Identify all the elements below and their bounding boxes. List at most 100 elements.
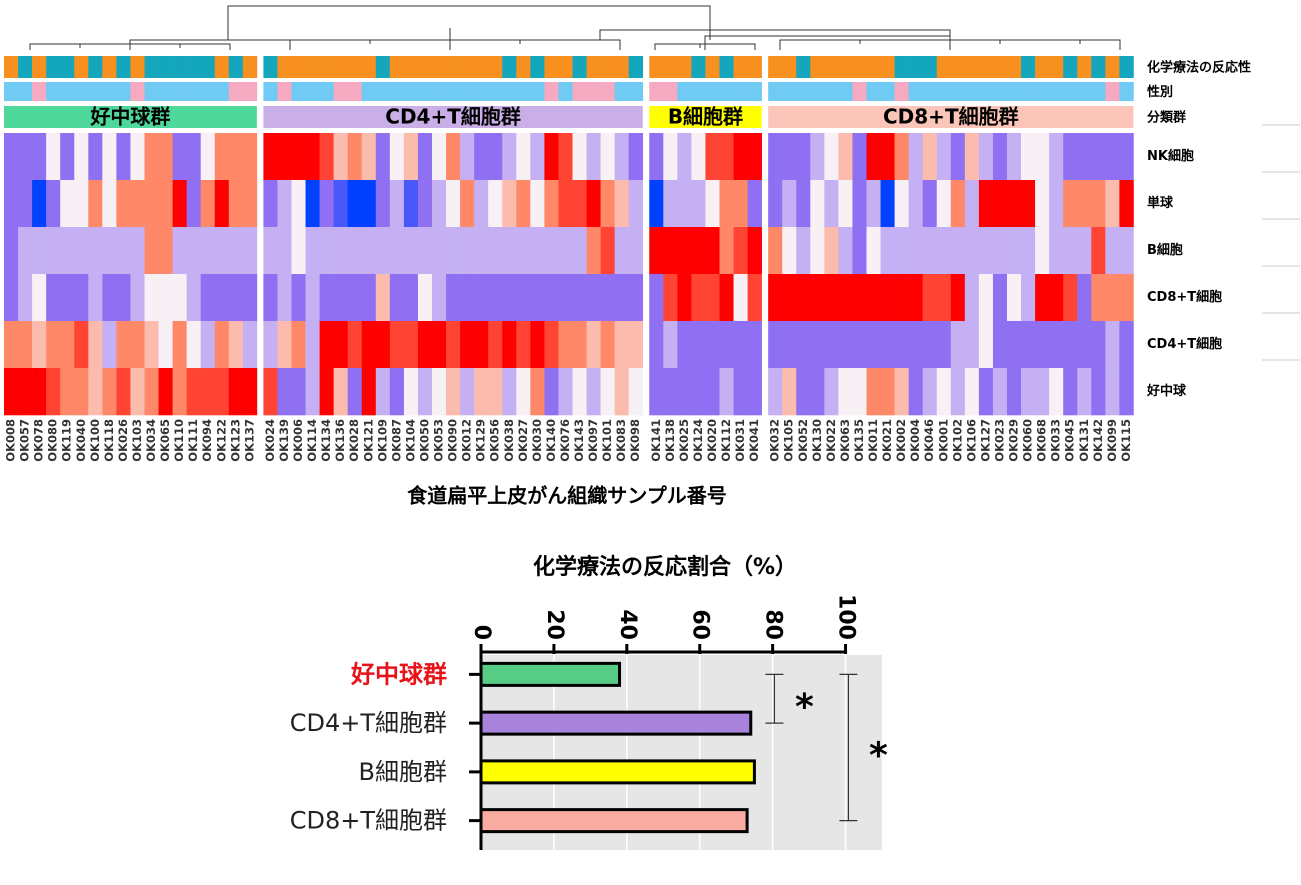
heat-cell xyxy=(922,133,938,181)
heat-cell xyxy=(347,368,363,416)
sex-cell xyxy=(810,82,825,101)
y-tick-label: CD4+T細胞群 xyxy=(290,709,447,737)
x-tick-label: 100 xyxy=(834,594,859,640)
sex-cell xyxy=(446,82,461,101)
heat-cell xyxy=(403,321,419,369)
x-tick-label: 80 xyxy=(761,609,786,640)
response-cell xyxy=(572,56,587,78)
sex-cell xyxy=(32,82,47,101)
heat-cell xyxy=(747,274,762,322)
group-band xyxy=(4,106,257,128)
heat-cell xyxy=(1007,274,1022,322)
response-cell xyxy=(747,56,762,78)
heat-cell xyxy=(172,274,187,322)
heat-cell xyxy=(60,227,75,275)
sample-label: OK025 xyxy=(677,419,691,462)
heat-cell xyxy=(200,368,216,416)
track-label: 性別 xyxy=(1147,84,1173,100)
heat-cell xyxy=(1049,133,1064,181)
heat-cell xyxy=(586,227,601,275)
heat-cell xyxy=(277,321,292,369)
heat-cell xyxy=(228,227,244,275)
heat-cell xyxy=(838,368,853,416)
heat-cell xyxy=(719,227,734,275)
heat-cell xyxy=(263,227,278,275)
response-cell xyxy=(992,56,1008,78)
heat-cell xyxy=(242,321,258,369)
heat-cell xyxy=(544,274,559,322)
heat-cell xyxy=(691,133,706,181)
row-label: NK細胞 xyxy=(1147,148,1194,164)
heat-cell xyxy=(663,180,678,228)
heat-cell xyxy=(922,227,938,275)
heat-cell xyxy=(810,180,825,228)
response-cell xyxy=(894,56,909,78)
heat-cell xyxy=(389,274,405,322)
sex-cell xyxy=(838,82,853,101)
heat-cell xyxy=(474,180,489,228)
heat-cell xyxy=(978,368,994,416)
sex-cell xyxy=(417,82,433,101)
sample-label: OK129 xyxy=(474,419,488,462)
heat-cell xyxy=(347,133,363,181)
heat-cell xyxy=(1035,133,1050,181)
sex-cell xyxy=(214,82,230,101)
sample-label: OK030 xyxy=(530,419,544,462)
sample-label: OK135 xyxy=(852,419,866,462)
sample-label: OK034 xyxy=(144,419,158,462)
sample-label: OK110 xyxy=(172,419,186,462)
sex-cell xyxy=(474,82,489,101)
heat-cell xyxy=(32,227,47,275)
heat-cell xyxy=(186,368,201,416)
heat-cell xyxy=(488,274,503,322)
sex-cell xyxy=(1077,82,1092,101)
heat-cell xyxy=(60,133,75,181)
heat-cell xyxy=(18,227,33,275)
response-cell xyxy=(964,56,980,78)
heat-cell xyxy=(1063,180,1078,228)
response-cell xyxy=(516,56,531,78)
heat-cell xyxy=(880,368,895,416)
heat-cell xyxy=(347,180,363,228)
sex-cell xyxy=(978,82,994,101)
sample-label: OK104 xyxy=(403,419,417,462)
heat-cell xyxy=(32,274,47,322)
sex-cell xyxy=(116,82,131,101)
sex-cell xyxy=(705,82,720,101)
heat-cell xyxy=(4,321,19,369)
heat-cell xyxy=(894,321,909,369)
heat-cell xyxy=(305,133,320,181)
sex-cell xyxy=(1091,82,1106,101)
heat-cell xyxy=(403,274,419,322)
heat-cell xyxy=(782,368,797,416)
heat-cell xyxy=(502,227,517,275)
sample-label: OK031 xyxy=(733,419,747,462)
heat-cell xyxy=(1049,274,1064,322)
heat-cell xyxy=(488,321,503,369)
sex-cell xyxy=(228,82,244,101)
heat-cell xyxy=(263,133,278,181)
response-cell xyxy=(172,56,187,78)
heat-cell xyxy=(705,274,720,322)
heat-cell xyxy=(60,274,75,322)
heat-cell xyxy=(446,368,461,416)
heat-cell xyxy=(649,274,664,322)
heat-cell xyxy=(130,368,145,416)
heat-cell xyxy=(936,368,952,416)
response-cell xyxy=(978,56,994,78)
track-label: 化学療法の反応性 xyxy=(1147,60,1251,76)
response-cell xyxy=(305,56,320,78)
heat-cell xyxy=(1119,368,1134,416)
heat-cell xyxy=(824,368,839,416)
heat-cell xyxy=(908,368,923,416)
sample-label: OK060 xyxy=(1021,419,1035,462)
sample-label: OK068 xyxy=(1035,419,1049,462)
heat-cell xyxy=(922,274,938,322)
sample-label: OK141 xyxy=(649,419,663,462)
heat-cell xyxy=(502,274,517,322)
heat-cell xyxy=(1091,227,1106,275)
sex-cell xyxy=(46,82,61,101)
sample-label: OK052 xyxy=(796,419,810,462)
heat-cell xyxy=(319,321,334,369)
